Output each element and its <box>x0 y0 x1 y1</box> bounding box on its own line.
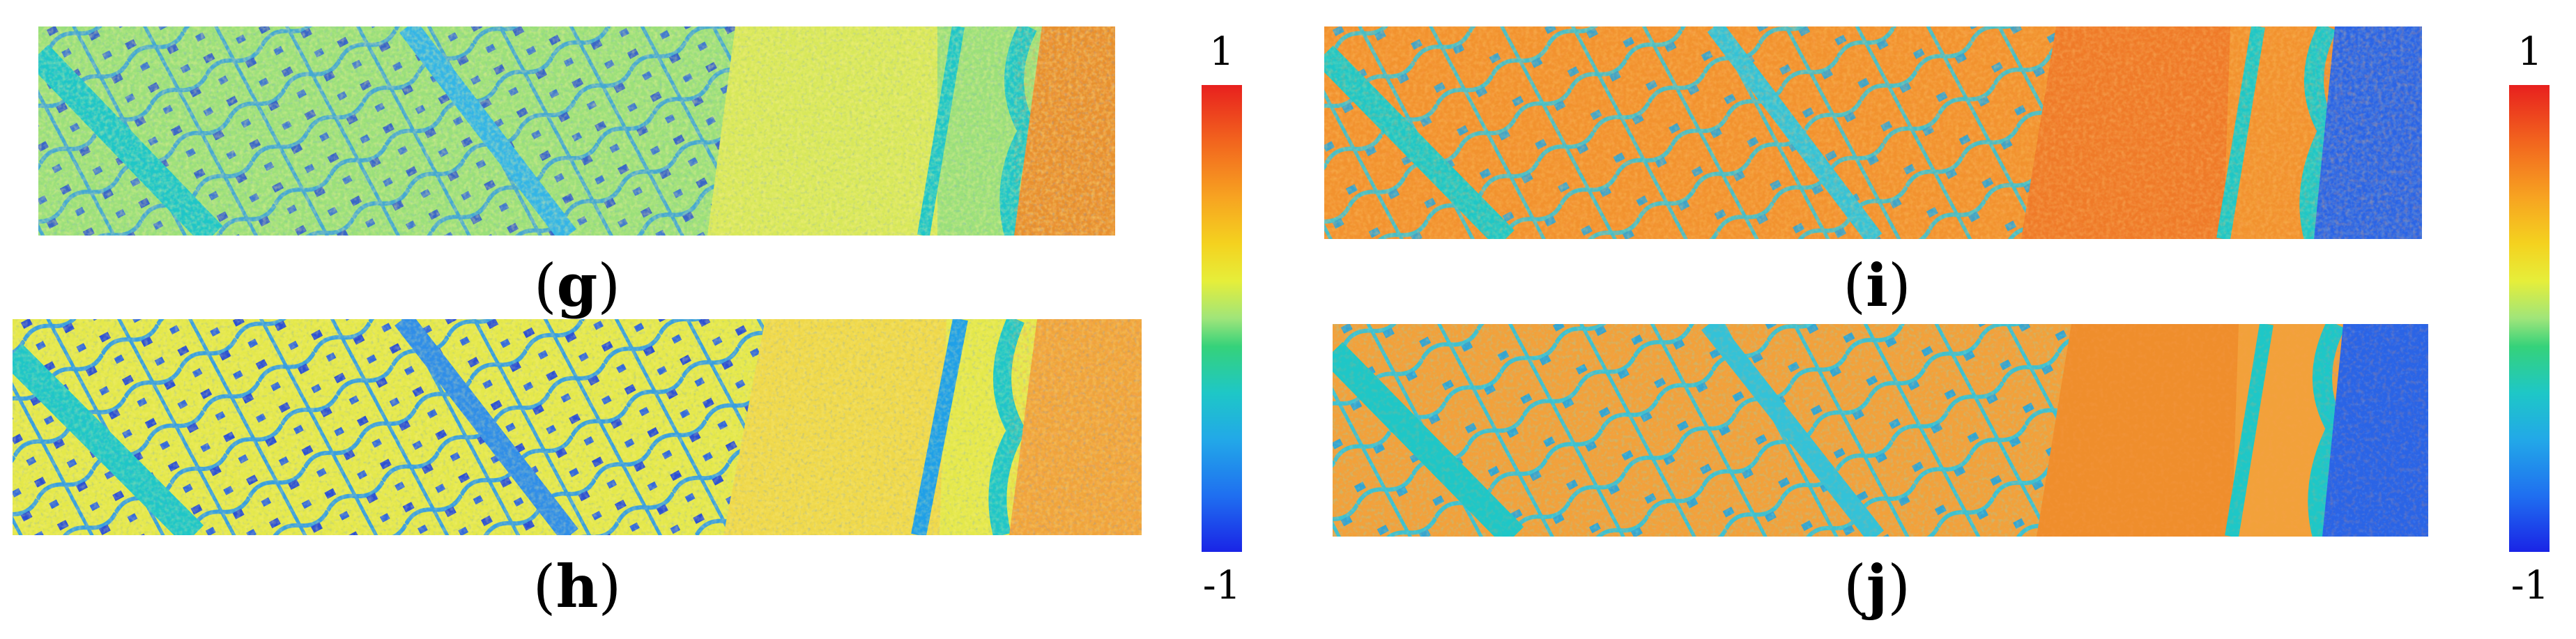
image-panel-j <box>1333 324 2428 537</box>
colorbar-left-max: 1 <box>1209 29 1234 75</box>
image-panel-g <box>38 26 1115 236</box>
panel-label-h: (h) <box>532 552 622 621</box>
panel-label-g: (g) <box>533 251 621 320</box>
colorbar-left <box>1202 85 1242 552</box>
colorbar-left-min: -1 <box>1202 563 1241 608</box>
false-color-map-h <box>13 319 1142 535</box>
false-color-map-g <box>38 26 1115 236</box>
panel-label-i: (i) <box>1843 251 1911 320</box>
false-color-map-j <box>1333 324 2428 537</box>
image-panel-i <box>1324 26 2422 239</box>
false-color-map-i <box>1324 26 2422 239</box>
colorbar-right-min: -1 <box>2510 563 2550 608</box>
image-panel-h <box>13 319 1142 535</box>
colorbar-right-max: 1 <box>2517 29 2543 75</box>
panel-label-j: (j) <box>1843 552 1910 621</box>
colorbar-right <box>2509 85 2550 552</box>
